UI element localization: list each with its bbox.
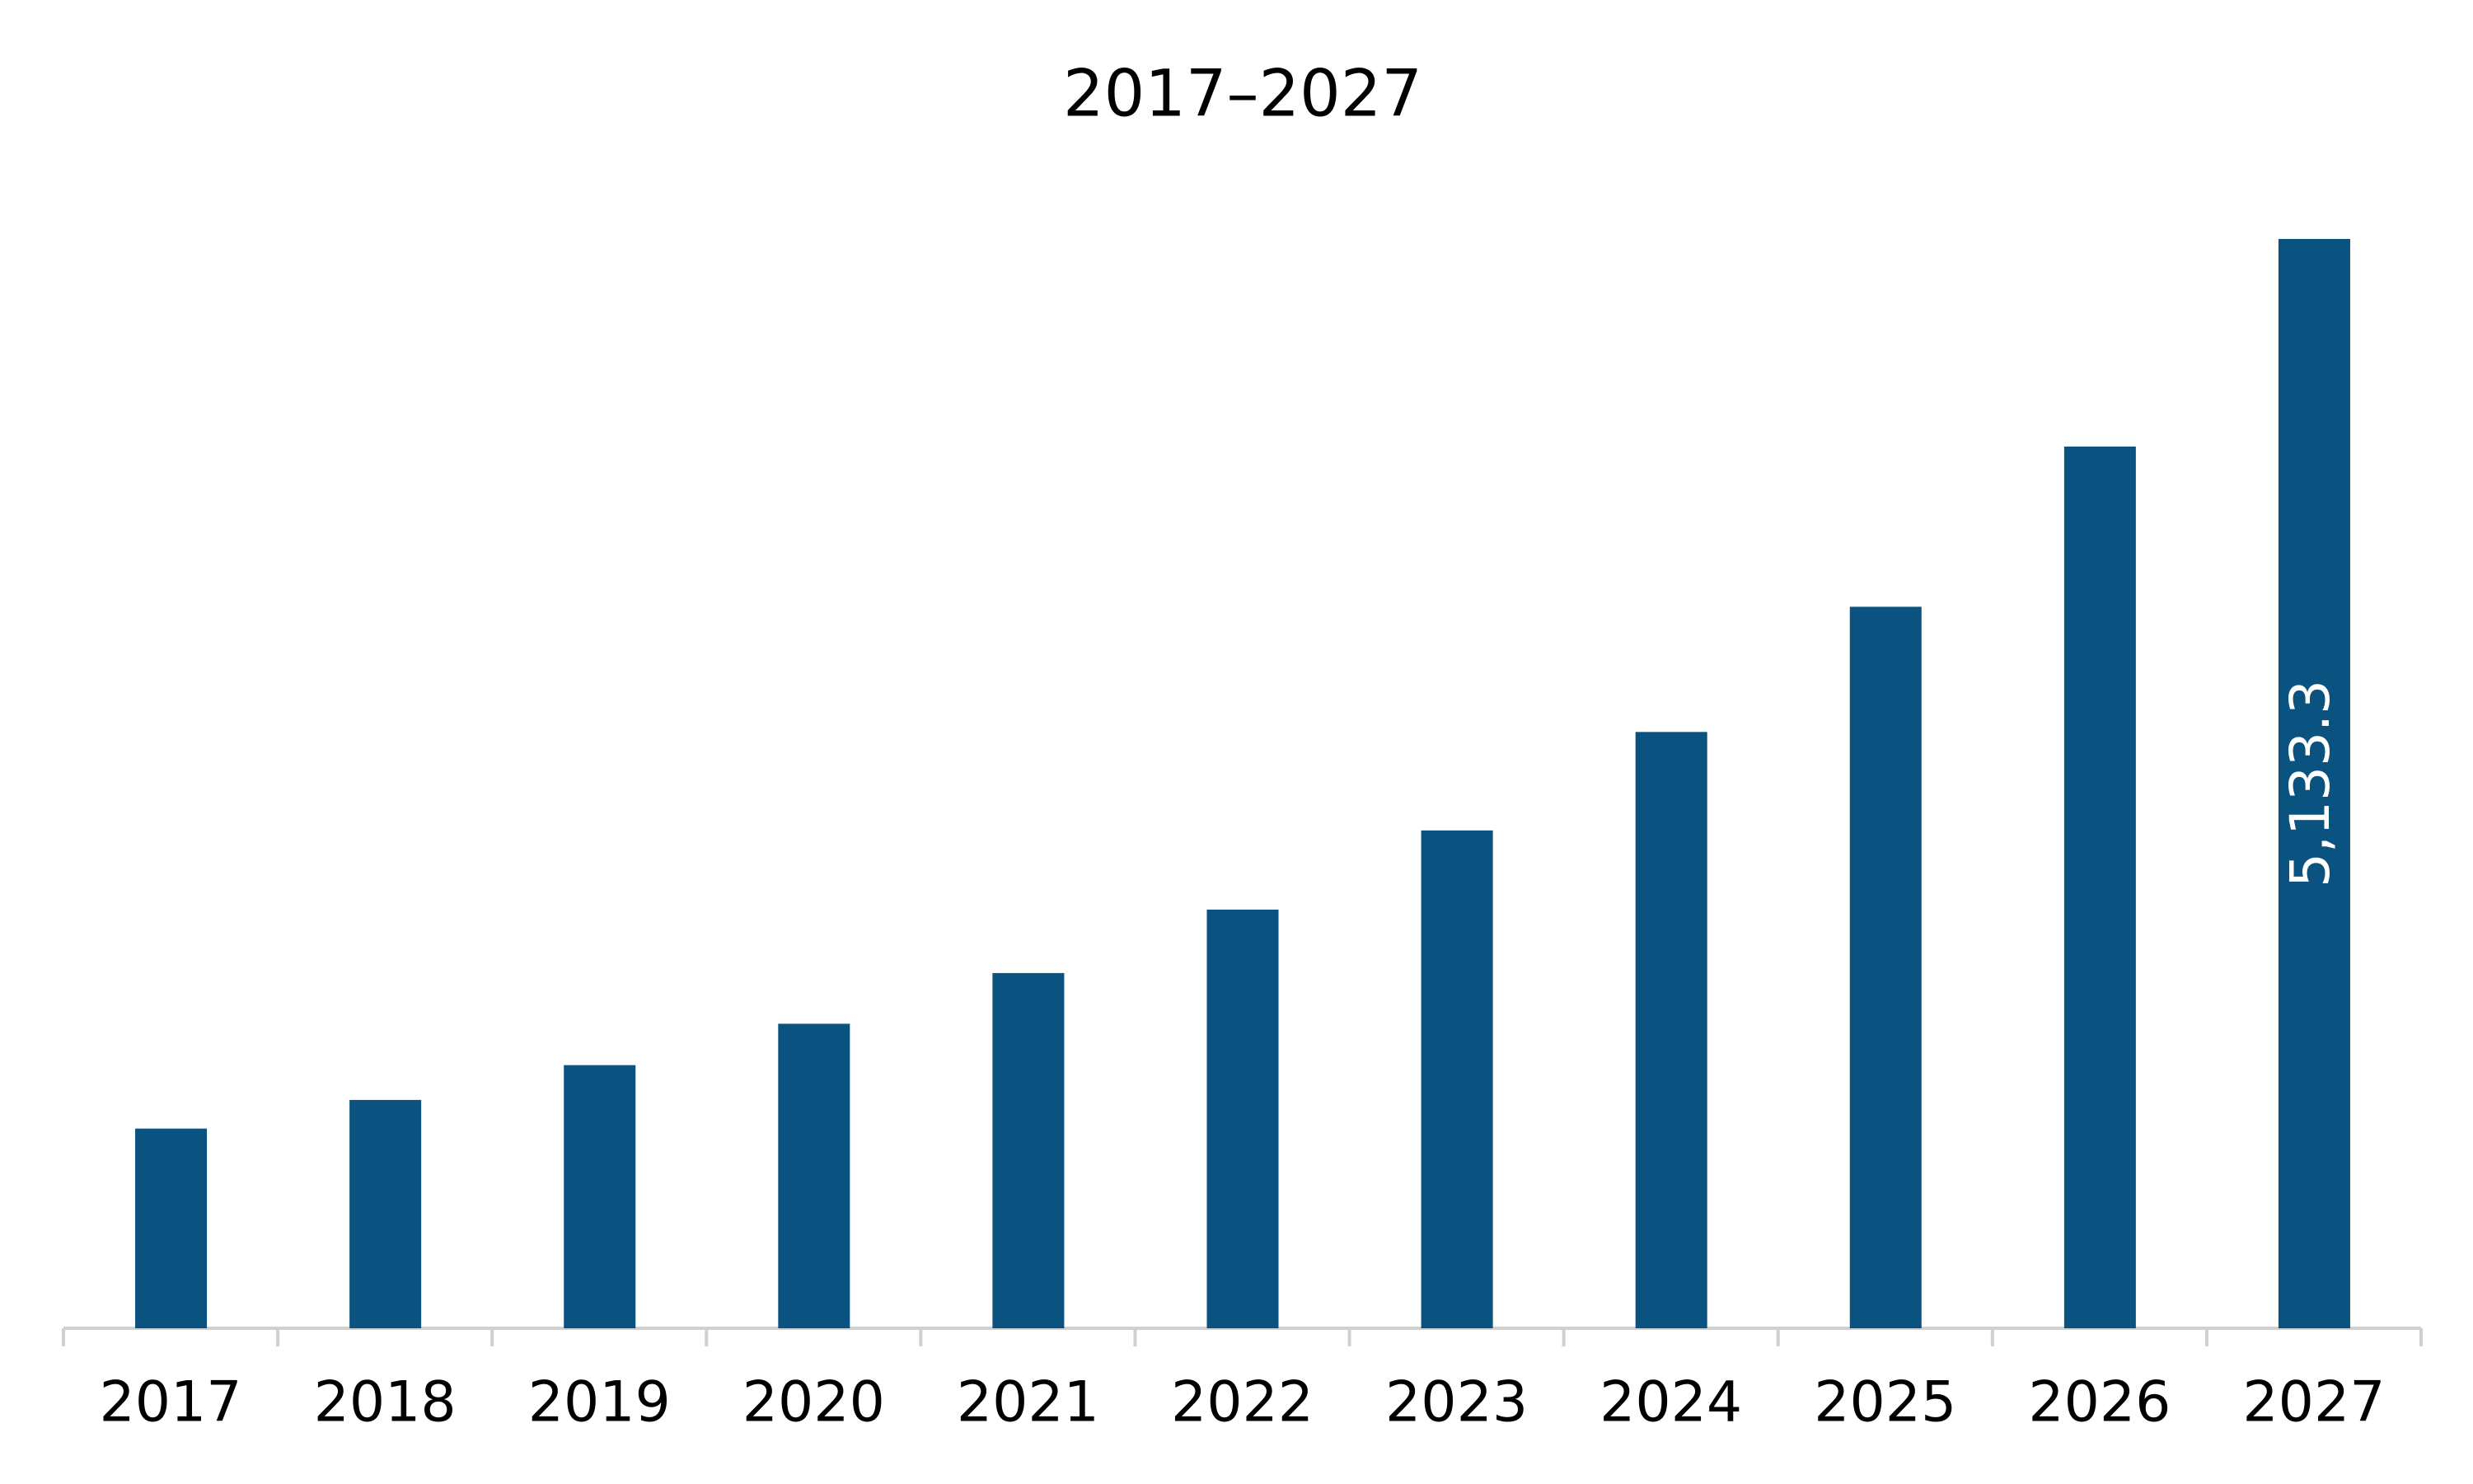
x-tick-label: 2025 [1814,1370,1956,1435]
x-tick-label: 2023 [1385,1370,1528,1435]
x-tick-label: 2022 [1171,1370,1314,1435]
x-tick-label: 2020 [742,1370,885,1435]
bar [2278,239,2350,1328]
bar [1421,830,1493,1328]
x-tick-label: 2026 [2028,1370,2171,1435]
bar [135,1128,208,1328]
bar [992,972,1065,1328]
bar [1635,732,1707,1328]
bar [778,1023,850,1328]
x-tick-label: 2024 [1599,1370,1742,1435]
x-tick-label: 2017 [100,1370,242,1435]
bar [2063,446,2136,1328]
chart-title: 2017–2027 [1063,57,1422,131]
x-tick-label: 2027 [2242,1370,2385,1435]
bar [564,1065,636,1328]
x-tick-label: 2018 [314,1370,457,1435]
bar [1206,909,1279,1328]
bar [1849,606,1922,1328]
value-label: 5,133.3 [2279,680,2342,887]
bar [349,1099,422,1328]
x-tick-label: 2021 [957,1370,1099,1435]
x-tick-label: 2019 [528,1370,671,1435]
